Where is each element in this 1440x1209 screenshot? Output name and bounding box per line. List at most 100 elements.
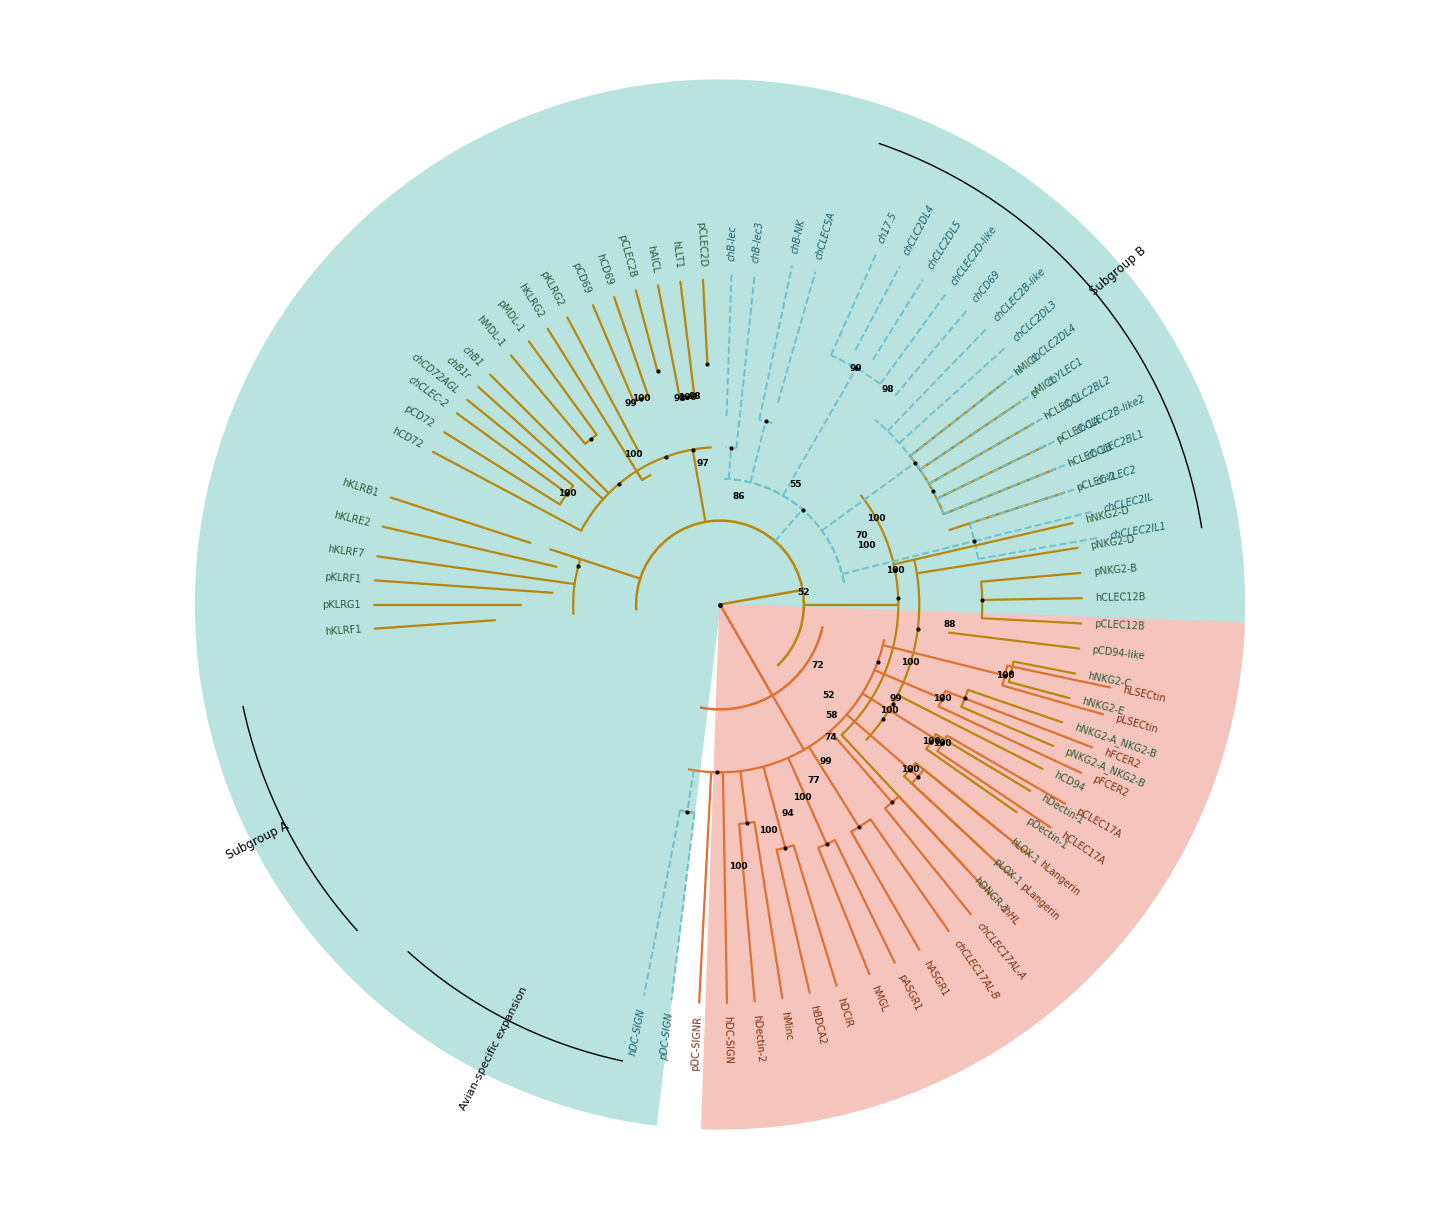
Text: chCLEC2B-like: chCLEC2B-like bbox=[992, 266, 1047, 323]
Text: hCLEC17A: hCLEC17A bbox=[1058, 831, 1106, 867]
Text: chCLEC2IL: chCLEC2IL bbox=[1103, 492, 1155, 514]
Text: hMinc: hMinc bbox=[779, 1011, 793, 1041]
Text: 100: 100 bbox=[857, 542, 876, 550]
Text: 100: 100 bbox=[632, 394, 651, 404]
Text: 55: 55 bbox=[789, 480, 801, 488]
Text: hDectin-2: hDectin-2 bbox=[750, 1014, 765, 1063]
Text: hNKG2-C: hNKG2-C bbox=[1087, 671, 1132, 689]
Text: hKLRB1: hKLRB1 bbox=[341, 478, 380, 498]
Text: 100: 100 bbox=[880, 706, 899, 715]
Wedge shape bbox=[701, 604, 1244, 1129]
Text: 100: 100 bbox=[901, 765, 919, 774]
Text: 52: 52 bbox=[796, 589, 809, 597]
Text: hKLRG2: hKLRG2 bbox=[516, 282, 544, 320]
Text: hCLEC12B: hCLEC12B bbox=[1094, 592, 1145, 603]
Text: pMDL-1: pMDL-1 bbox=[495, 297, 526, 334]
Text: chCLEC2IL1: chCLEC2IL1 bbox=[1109, 521, 1168, 540]
Text: chCLC2DL4: chCLC2DL4 bbox=[1030, 323, 1079, 365]
Text: hLOX-1: hLOX-1 bbox=[1008, 837, 1041, 866]
Text: hASGR1: hASGR1 bbox=[922, 959, 950, 997]
Text: pCLEC-1A: pCLEC-1A bbox=[1056, 415, 1102, 445]
Text: hCD69: hCD69 bbox=[595, 251, 615, 287]
Text: hLLT1: hLLT1 bbox=[671, 241, 684, 270]
Text: chCLC2DL3: chCLC2DL3 bbox=[1011, 299, 1058, 343]
Text: pDectin-1: pDectin-1 bbox=[1024, 816, 1068, 851]
Text: chB-lec3: chB-lec3 bbox=[750, 220, 765, 264]
Text: hCLEC-1B: hCLEC-1B bbox=[1066, 441, 1113, 469]
Text: 100: 100 bbox=[792, 793, 811, 802]
Text: 52: 52 bbox=[822, 692, 835, 700]
Text: chCLEC17AL-B: chCLEC17AL-B bbox=[952, 939, 1001, 1002]
Text: chYLEC2: chYLEC2 bbox=[1094, 464, 1138, 487]
Text: 100: 100 bbox=[759, 826, 778, 834]
Text: 100: 100 bbox=[729, 862, 747, 870]
Text: chB-lec: chB-lec bbox=[727, 225, 739, 261]
Text: 99: 99 bbox=[850, 364, 863, 372]
Wedge shape bbox=[196, 80, 1244, 1126]
Text: hMICL: hMICL bbox=[1012, 352, 1043, 377]
Text: hAICL: hAICL bbox=[645, 244, 661, 273]
Text: hLSECtin: hLSECtin bbox=[1122, 686, 1166, 704]
Text: hMDL-1: hMDL-1 bbox=[475, 313, 507, 348]
Text: 100: 100 bbox=[901, 658, 920, 667]
Text: pMICL: pMICL bbox=[1028, 374, 1058, 399]
Text: chCLC2BL2: chCLC2BL2 bbox=[1060, 375, 1113, 411]
Text: 99: 99 bbox=[624, 399, 636, 407]
Text: 97: 97 bbox=[697, 459, 708, 468]
Text: Avian-specific expansion: Avian-specific expansion bbox=[458, 985, 530, 1112]
Text: pKLRG1: pKLRG1 bbox=[323, 600, 361, 609]
Text: 86: 86 bbox=[733, 492, 746, 501]
Text: chB1: chB1 bbox=[459, 345, 484, 369]
Text: hNKG2-E: hNKG2-E bbox=[1081, 696, 1126, 718]
Text: pLOX-1: pLOX-1 bbox=[991, 857, 1022, 887]
Text: hDNGR-1: hDNGR-1 bbox=[972, 875, 1009, 915]
Text: chCLEC5A: chCLEC5A bbox=[814, 210, 838, 261]
Text: 100: 100 bbox=[867, 514, 886, 522]
Text: 100: 100 bbox=[933, 694, 952, 704]
Text: chCLEC-2: chCLEC-2 bbox=[406, 375, 449, 410]
Text: chHL: chHL bbox=[996, 902, 1021, 927]
Text: pDC-SIGNR: pDC-SIGNR bbox=[691, 1016, 704, 1071]
Text: chB-NK: chB-NK bbox=[789, 218, 806, 254]
Text: 74: 74 bbox=[825, 733, 838, 741]
Text: chCLEC17AL-A: chCLEC17AL-A bbox=[975, 921, 1027, 982]
Text: 72: 72 bbox=[812, 661, 824, 670]
Text: pLangerin: pLangerin bbox=[1018, 881, 1060, 922]
Text: hFCER2: hFCER2 bbox=[1103, 747, 1142, 770]
Text: 58: 58 bbox=[825, 711, 838, 721]
Text: hKLRE2: hKLRE2 bbox=[333, 510, 372, 528]
Text: pCLEC17A: pCLEC17A bbox=[1074, 806, 1123, 840]
Text: pCLEC2D: pCLEC2D bbox=[696, 221, 707, 267]
Text: hCLEC-1: hCLEC-1 bbox=[1043, 392, 1083, 422]
Text: pNKG2-A_NKG2-B: pNKG2-A_NKG2-B bbox=[1063, 746, 1146, 789]
Text: 98: 98 bbox=[674, 394, 687, 403]
Text: hBDCA2: hBDCA2 bbox=[808, 1005, 827, 1046]
Text: chCLEC2B-like2: chCLEC2B-like2 bbox=[1074, 393, 1146, 435]
Text: hKLRF1: hKLRF1 bbox=[324, 625, 361, 637]
Text: pNKG2-B: pNKG2-B bbox=[1093, 563, 1138, 577]
Text: 98: 98 bbox=[881, 386, 894, 394]
Text: chCLC2DL5: chCLC2DL5 bbox=[926, 219, 963, 271]
Text: hDCIR: hDCIR bbox=[835, 996, 854, 1029]
Text: pFCER2: pFCER2 bbox=[1092, 774, 1129, 799]
Text: pASGR1: pASGR1 bbox=[896, 972, 922, 1012]
Text: ch17.5: ch17.5 bbox=[877, 210, 899, 244]
Text: Subgroup B: Subgroup B bbox=[1087, 244, 1148, 297]
Text: chB1r: chB1r bbox=[444, 355, 472, 382]
Text: hMGL: hMGL bbox=[870, 984, 890, 1014]
Text: hCD94: hCD94 bbox=[1051, 770, 1086, 794]
Text: 77: 77 bbox=[808, 776, 819, 785]
Text: 88: 88 bbox=[943, 620, 956, 629]
Text: pCD72: pCD72 bbox=[402, 404, 436, 429]
Text: pKLRG2: pKLRG2 bbox=[539, 270, 566, 308]
Text: pKLRF1: pKLRF1 bbox=[324, 572, 361, 584]
Text: 100: 100 bbox=[933, 739, 952, 748]
Text: chCLEC2D-like: chCLEC2D-like bbox=[949, 224, 998, 287]
Text: hCD72: hCD72 bbox=[390, 426, 423, 450]
Text: 100: 100 bbox=[559, 488, 576, 498]
Text: 100: 100 bbox=[995, 671, 1014, 679]
Text: chYLEC1: chYLEC1 bbox=[1045, 355, 1086, 387]
Text: pCLEC12B: pCLEC12B bbox=[1094, 619, 1145, 632]
Text: 99: 99 bbox=[890, 694, 903, 702]
Text: 99: 99 bbox=[819, 757, 832, 765]
